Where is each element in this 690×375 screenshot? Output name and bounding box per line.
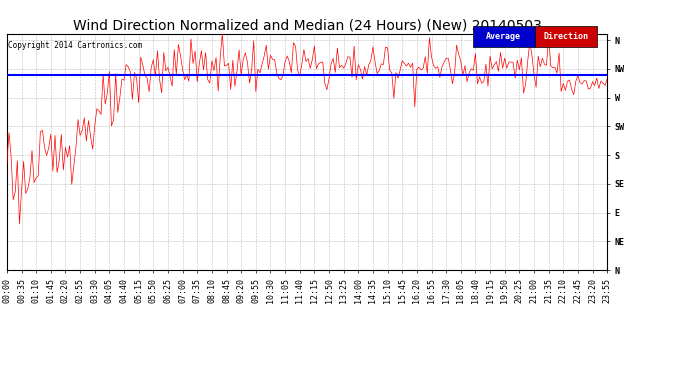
Text: Direction: Direction	[543, 32, 589, 41]
Title: Wind Direction Normalized and Median (24 Hours) (New) 20140503: Wind Direction Normalized and Median (24…	[72, 19, 542, 33]
Text: Average: Average	[486, 32, 521, 41]
Text: Copyright 2014 Cartronics.com: Copyright 2014 Cartronics.com	[8, 41, 142, 50]
